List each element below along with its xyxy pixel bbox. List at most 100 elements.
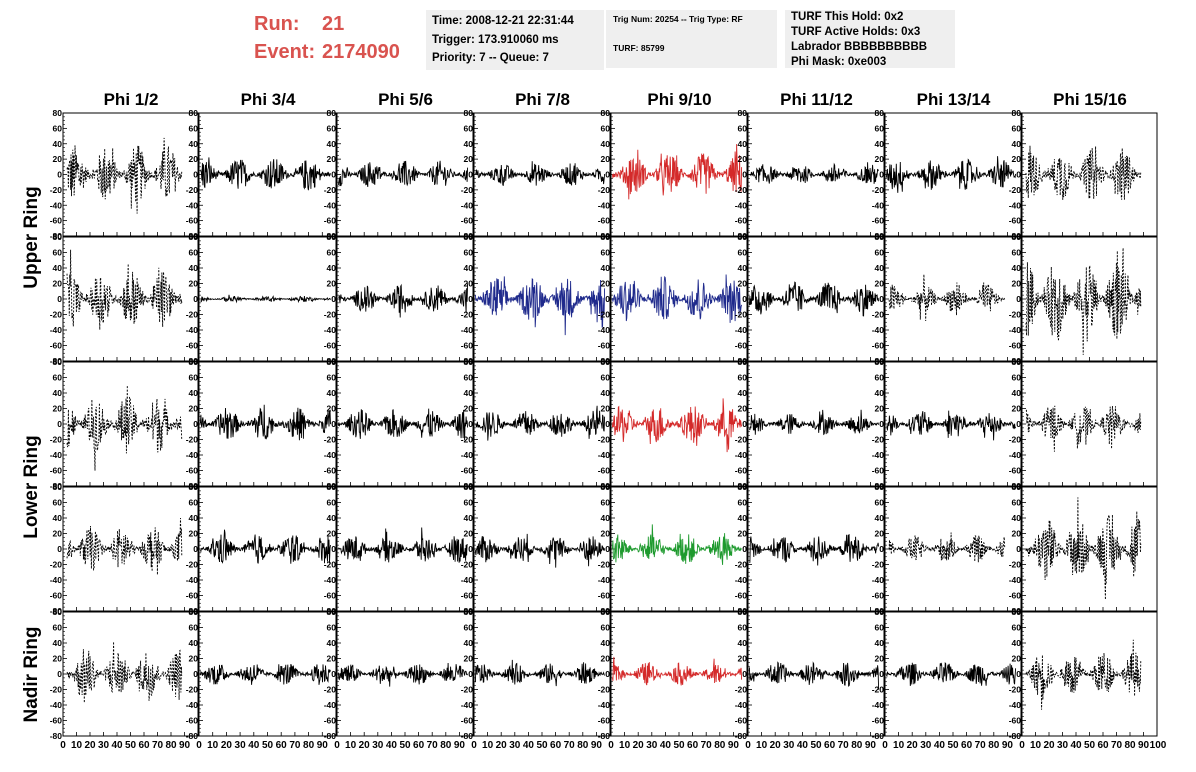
y-tick-label: -20 [324, 685, 337, 695]
y-tick-label: 60 [875, 373, 885, 383]
x-tick-label: 10 [756, 740, 768, 751]
run-event-block: Run: 21 Event: 2174090 [254, 10, 400, 66]
y-tick-label: 80 [189, 108, 199, 118]
y-tick-label: -40 [1009, 325, 1022, 335]
y-tick-label: 40 [601, 139, 611, 149]
x-tick-label: 10 [345, 740, 357, 751]
y-tick-label: 20 [875, 404, 885, 414]
y-tick-label: 0 [1016, 544, 1021, 554]
y-tick-label: -20 [324, 185, 337, 195]
y-tick-label: 80 [53, 482, 63, 492]
y-tick-label: 20 [738, 529, 748, 539]
waveform-trace-r2-c8 [1025, 247, 1142, 355]
y-tick-label: 40 [53, 638, 63, 648]
y-tick-label: -40 [1009, 575, 1022, 585]
y-tick-label: 20 [53, 279, 63, 289]
x-tick-label: 50 [536, 740, 548, 751]
x-tick-label: 80 [440, 740, 452, 751]
x-tick-label: 70 [427, 740, 439, 751]
x-tick-label: 60 [276, 740, 288, 751]
x-tick-label: 20 [907, 740, 919, 751]
waveform-trace-r3-c5 [611, 398, 743, 453]
y-tick-label: 60 [601, 248, 611, 258]
x-tick-label: 60 [961, 740, 973, 751]
y-tick-label: 40 [189, 513, 199, 523]
event-row: Event: 2174090 [254, 38, 400, 66]
y-tick-label: 80 [327, 232, 337, 242]
y-tick-label: -60 [872, 591, 885, 601]
y-tick-label: 0 [193, 544, 198, 554]
waveform-trace-r4-c2 [199, 529, 331, 564]
y-tick-label: -60 [324, 341, 337, 351]
y-tick-label: -40 [50, 700, 63, 710]
y-tick-label: 0 [331, 669, 336, 679]
y-tick-label: -60 [50, 716, 63, 726]
y-tick-label: -80 [324, 356, 337, 366]
y-tick-label: 80 [738, 108, 748, 118]
waveform-trace-r2-c4 [474, 276, 606, 336]
y-tick-label: 20 [189, 279, 199, 289]
y-tick-label: -60 [1009, 466, 1022, 476]
y-tick-label: -80 [598, 606, 611, 616]
y-tick-label: -20 [50, 685, 63, 695]
waveform-trace-r2-c7 [888, 274, 1006, 322]
y-tick-label: 40 [189, 263, 199, 273]
y-tick-label: 40 [53, 388, 63, 398]
x-tick-label: 10 [71, 740, 83, 751]
y-tick-label: -20 [50, 185, 63, 195]
x-tick-label: 30 [1057, 740, 1069, 751]
y-tick-label: 0 [331, 419, 336, 429]
x-tick-label: 0 [334, 740, 340, 751]
waveform-trace-r1-c3 [337, 160, 469, 187]
run-row: Run: 21 [254, 10, 400, 38]
y-tick-label: 60 [53, 498, 63, 508]
x-tick-label: 40 [523, 740, 535, 751]
y-tick-label: 80 [327, 607, 337, 617]
y-tick-label: -40 [324, 575, 337, 585]
x-tick-label: 30 [372, 740, 384, 751]
y-tick-label: -20 [598, 560, 611, 570]
x-tick-label: 10 [207, 740, 219, 751]
y-tick-label: 60 [1012, 498, 1022, 508]
y-tick-label: 20 [464, 654, 474, 664]
y-tick-label: -40 [872, 325, 885, 335]
y-tick-label: 80 [601, 108, 611, 118]
x-tick-label: 0 [745, 740, 751, 751]
y-tick-label: 20 [327, 279, 337, 289]
y-tick-label: -60 [735, 716, 748, 726]
x-tick-label: 0 [471, 740, 477, 751]
y-tick-label: 40 [327, 263, 337, 273]
y-tick-label: -60 [598, 341, 611, 351]
time-line: Time: 2008-12-21 22:31:44 [432, 15, 574, 27]
y-tick-label: -40 [735, 575, 748, 585]
x-tick-label: 50 [262, 740, 274, 751]
y-tick-label: -80 [461, 231, 474, 241]
y-tick-label: 20 [327, 654, 337, 664]
y-tick-label: 0 [331, 170, 336, 180]
waveform-trace-r4-c5 [611, 524, 742, 565]
y-tick-label: -20 [186, 310, 199, 320]
waveform-trace-r3-c2 [199, 404, 331, 441]
y-tick-label: -80 [872, 356, 885, 366]
y-tick-label: -20 [186, 185, 199, 195]
x-tick-label: 60 [550, 740, 562, 751]
y-tick-label: 60 [875, 623, 885, 633]
x-tick-label: 80 [165, 740, 177, 751]
y-tick-label: 80 [875, 607, 885, 617]
y-tick-label: 20 [53, 154, 63, 164]
y-tick-label: 0 [57, 669, 62, 679]
x-tick-label: 50 [947, 740, 959, 751]
y-tick-label: 0 [193, 419, 198, 429]
y-tick-label: 40 [464, 388, 474, 398]
waveform-trace-r4-c3 [337, 527, 468, 563]
turf-info-box: TURF This Hold: 0x2 TURF Active Holds: 0… [785, 10, 955, 68]
y-tick-label: -80 [324, 606, 337, 616]
x-tick-label: 90 [728, 740, 740, 751]
y-tick-label: -20 [461, 310, 474, 320]
y-tick-label: -20 [1009, 435, 1022, 445]
y-tick-label: 60 [189, 123, 199, 133]
y-tick-label: -80 [50, 231, 63, 241]
y-tick-label: 0 [468, 419, 473, 429]
y-tick-label: -20 [735, 310, 748, 320]
waveform-trace-r1-c1 [66, 137, 183, 214]
